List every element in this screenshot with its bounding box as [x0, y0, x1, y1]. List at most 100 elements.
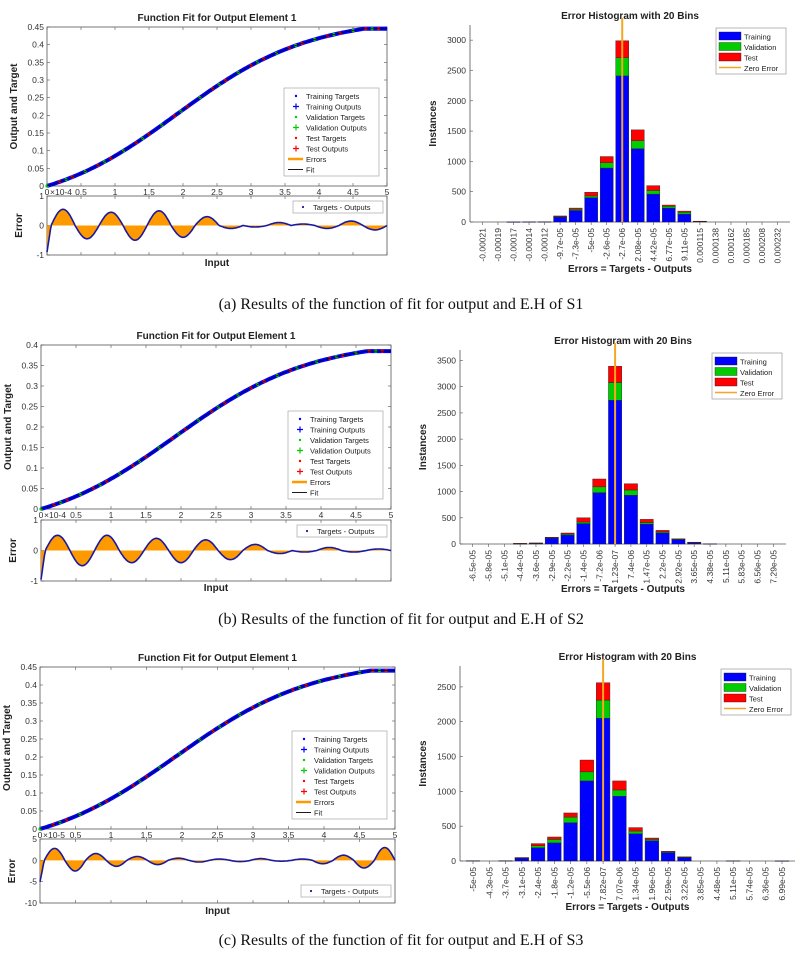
x-tick-label: 5.11e-05: [728, 867, 738, 900]
x-tick-label: 4: [322, 830, 327, 840]
legend-dot-icon: [294, 136, 298, 140]
bar-test: [576, 517, 591, 523]
legend-dot-icon: [298, 417, 302, 421]
legend-label: Validation Targets: [310, 436, 369, 445]
bar-test: [579, 759, 594, 773]
legend-swatch-training: [714, 356, 738, 366]
bar-training: [563, 822, 578, 862]
bar-test: [560, 532, 575, 535]
y-tick-label: 0.45: [20, 662, 37, 672]
legend-plus-icon: [301, 767, 307, 774]
x-tick-label: 4.38e-05: [705, 550, 715, 584]
fit-title: Function Fit for Output Element 1: [138, 13, 297, 24]
legend-label: Fit: [306, 166, 315, 175]
bar-training: [644, 840, 659, 862]
error-legend-label: Targets - Outputs: [321, 887, 379, 896]
s3-fit-fit-chart: Function Fit for Output Element 1 0 0.05 0.…: [2, 653, 398, 917]
x-tick-label: 3.22e-05: [679, 867, 689, 901]
caption-a: (a) Results of the function of fit for o…: [218, 296, 584, 313]
legend-label: Validation Targets: [306, 113, 365, 122]
legend-plus-icon: [297, 426, 303, 433]
caption-c: (c) Results of the function of fit for o…: [218, 932, 584, 949]
y-axis-label: Instances: [418, 423, 429, 470]
bar-validation: [592, 486, 607, 493]
x-tick-label: 4.5: [354, 830, 366, 840]
legend-label: Validation Targets: [314, 756, 373, 765]
x-tick-label: 1.34e-05: [631, 867, 641, 901]
y-tick-label: 2000: [437, 717, 456, 727]
x-tick-label: 6.99e-05: [777, 867, 787, 901]
x-tick-label: -6.5e-05: [468, 550, 478, 582]
x-tick-label: 5: [393, 830, 398, 840]
bar-validation: [628, 830, 643, 835]
x-axis-label: Errors = Targets - Outputs: [568, 264, 692, 275]
legend-label: Validation: [749, 684, 781, 693]
legend-label: Training: [744, 33, 771, 42]
legend-plus-icon: [301, 788, 307, 795]
bar-training: [624, 495, 638, 545]
legend-label: Test: [740, 379, 755, 388]
legend-label: Training: [740, 358, 767, 367]
y-tick-label: 0: [33, 504, 38, 514]
y-tick-label: 500: [452, 187, 466, 197]
y-tick-label: 0.05: [21, 484, 38, 494]
y-tick-label: 0: [461, 217, 466, 227]
y-tick-label: 2500: [437, 682, 456, 692]
fit-title: Function Fit for Output Element 1: [137, 331, 296, 342]
error-scale-label: ×10-4: [50, 187, 72, 197]
bar-training: [560, 534, 575, 545]
legend-label: Validation Outputs: [310, 447, 371, 456]
legend-label: Test Outputs: [314, 788, 356, 797]
bar-training: [677, 857, 692, 862]
x-tick-label: 7.82e-07: [598, 867, 608, 901]
bar-validation: [624, 489, 638, 496]
x-tick-label: 2.2e-05: [658, 550, 668, 579]
s2-hist-histogram: Error Histogram with 20 Bins 0 500 1000 1500…: [418, 336, 786, 595]
bar-test: [563, 812, 578, 818]
x-tick-label: 4.5: [350, 510, 362, 520]
x-tick-label: 4.48e-05: [712, 867, 722, 901]
y-tick-label: 0.3: [32, 75, 44, 85]
x-tick-label: 0.5: [70, 510, 82, 520]
bar-validation: [579, 771, 594, 782]
bar-training: [553, 216, 567, 223]
legend-dot-icon: [302, 779, 306, 783]
y-tick-label: 0: [32, 824, 37, 834]
error-y-axis-label: Error: [8, 538, 19, 563]
bar-test: [628, 827, 643, 832]
x-tick-label: 1.5: [143, 187, 155, 197]
bar-validation: [639, 522, 654, 525]
s2-fit-fit-chart: Function Fit for Output Element 1 0 0.05 0.…: [3, 331, 394, 594]
x-tick-label: 2.5: [210, 510, 222, 520]
y-tick-label: 0.1: [26, 463, 38, 473]
x-tick-label: 2.92e-05: [673, 550, 683, 584]
legend-dot-icon: [305, 529, 309, 533]
legend-label: Validation Outputs: [314, 767, 375, 776]
y-tick-label: 0.15: [27, 128, 44, 138]
legend-swatch-validation: [718, 42, 742, 51]
bar-test: [531, 843, 546, 846]
legend-plus-icon: [293, 103, 299, 110]
y-tick-label: 0.1: [25, 788, 37, 798]
histogram-title: Error Histogram with 20 Bins: [561, 11, 699, 22]
y-tick-label: 2000: [437, 434, 456, 444]
legend-label: Test Outputs: [310, 468, 352, 477]
legend-label: Validation: [744, 43, 776, 52]
y-tick-label: 1000: [437, 487, 456, 497]
bar-validation: [584, 195, 598, 198]
x-tick-label: 5: [385, 187, 390, 197]
s3-hist-histogram: Error Histogram with 20 Bins 0 500 1000 1500…: [418, 652, 795, 913]
legend-plus-icon: [297, 447, 303, 454]
y-tick-label: 500: [442, 821, 456, 831]
x-tick-label: 5.83e-05: [737, 550, 747, 584]
legend-dot-icon: [294, 115, 298, 119]
y-axis-label: Output and Target: [9, 63, 20, 150]
error-y-tick-label: 1: [39, 191, 44, 201]
y-tick-label: 3500: [437, 355, 456, 365]
error-legend-box: [300, 884, 392, 898]
x-tick-label: -0.00012: [540, 228, 550, 262]
error-scale-label: ×10-4: [44, 510, 66, 520]
bar-training: [584, 197, 598, 223]
bar-training: [514, 858, 529, 862]
